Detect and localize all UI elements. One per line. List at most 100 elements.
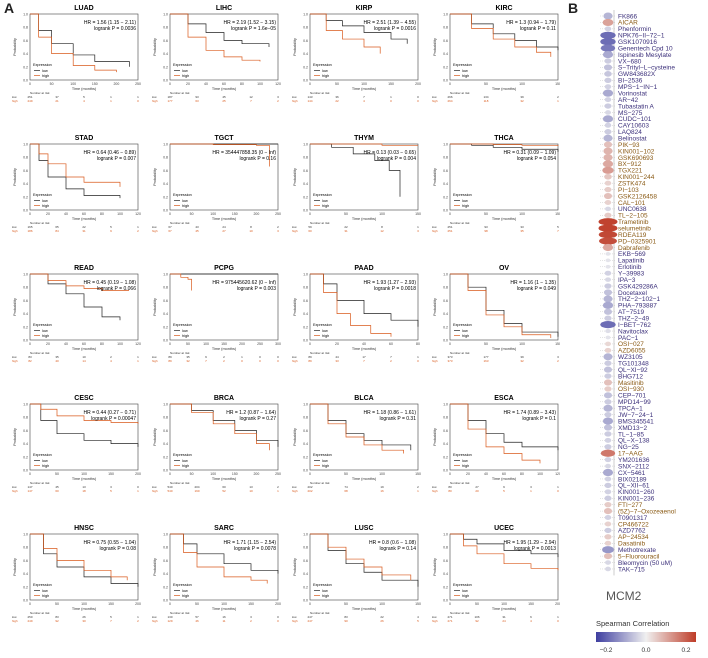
x-tick-label: 50 <box>475 602 479 606</box>
risk-table-title: Number at risk <box>450 481 470 485</box>
risk-count-high: 26 <box>380 619 384 623</box>
correlation-dot <box>600 38 616 46</box>
risk-row-label-high: high <box>292 489 298 493</box>
risk-count-low: 2 <box>417 485 419 489</box>
legend-high: high <box>42 334 49 338</box>
km-plot-thym: THYM 0.0 0.2 0.4 0.6 0.8 1.0 0 50 100 150 Probabili… <box>292 135 421 233</box>
risk-row-label-high: high <box>12 359 18 363</box>
y-axis-label: Probability <box>433 38 437 56</box>
y-tick-label: 0.6 <box>23 39 28 43</box>
drug-name: AZD7762 <box>618 528 646 535</box>
correlation-dot <box>604 489 612 495</box>
correlation-dot <box>604 129 612 135</box>
risk-count-high: 90 <box>344 619 348 623</box>
risk-count-low: 177 <box>483 355 488 359</box>
y-tick-label: 1.0 <box>163 273 168 277</box>
risk-count-high: 89 <box>168 359 172 363</box>
risk-count-high: 7 <box>250 99 252 103</box>
legend-low: low <box>42 589 48 593</box>
risk-count-high: 40 <box>55 359 59 363</box>
y-tick-label: 0.6 <box>303 169 308 173</box>
x-axis-label: Time (months) <box>492 477 517 481</box>
y-tick-label: 0.6 <box>23 429 28 433</box>
legend-title: Expression <box>453 193 472 197</box>
y-tick-label: 0.0 <box>303 599 308 603</box>
risk-count-low: 3 <box>530 485 532 489</box>
risk-count-high: 60 <box>308 229 312 233</box>
km-curve-high <box>30 533 128 581</box>
correlation-dot <box>604 534 612 540</box>
correlation-dot <box>604 386 612 392</box>
km-frame <box>169 13 279 81</box>
risk-count-high: 1 <box>557 99 559 103</box>
risk-count-low: 89 <box>168 355 172 359</box>
risk-count-low: 67 <box>168 225 172 229</box>
y-tick-label: 1.0 <box>303 13 308 17</box>
x-tick-label: 100 <box>361 82 367 86</box>
y-tick-label: 0.2 <box>303 195 308 199</box>
risk-count-high: 163 <box>483 359 488 363</box>
correlation-dot <box>603 353 613 361</box>
km-title: CESC <box>74 395 93 402</box>
y-tick-label: 0.0 <box>163 79 168 83</box>
risk-count-low: 2 <box>223 355 225 359</box>
risk-count-high: 45 <box>195 229 199 233</box>
x-tick-label: 100 <box>117 212 123 216</box>
x-tick-label: 50 <box>55 472 59 476</box>
drug-name: selumetinib <box>618 225 651 232</box>
correlation-dot <box>599 237 617 245</box>
legend-title: Expression <box>173 583 192 587</box>
km-frame <box>169 403 279 471</box>
y-tick-label: 0.4 <box>23 182 28 186</box>
correlation-dot <box>604 521 612 527</box>
km-frame <box>29 403 139 471</box>
drug-name: THZ−2−49 <box>618 316 649 323</box>
hazard-ratio: HR = 1.95 (1.29 − 2.94) <box>503 540 556 546</box>
risk-count-low: 45 <box>55 485 59 489</box>
correlation-dot <box>600 321 616 329</box>
drug-name: ZSTK474 <box>618 180 646 187</box>
risk-count-high: 60 <box>55 489 59 493</box>
risk-row-label-high: high <box>12 99 18 103</box>
correlation-dot <box>600 44 616 52</box>
x-tick-label: 60 <box>222 82 226 86</box>
logrank-p: logrank P = 0.0013 <box>514 546 556 552</box>
x-tick-label: 80 <box>100 342 104 346</box>
drug-name: BIX02189 <box>618 476 647 483</box>
x-tick-label: 0 <box>29 472 31 476</box>
x-tick-label: 40 <box>64 342 68 346</box>
drug-name: BHG712 <box>618 373 643 380</box>
y-tick-label: 1.0 <box>23 143 28 147</box>
correlation-dot <box>603 289 613 296</box>
risk-count-high: 63 <box>195 99 199 103</box>
y-tick-label: 0.6 <box>163 429 168 433</box>
km-curve-high <box>450 13 552 57</box>
risk-count-high: 67 <box>168 229 172 233</box>
y-tick-label: 0.4 <box>303 442 308 446</box>
y-tick-label: 1.0 <box>303 403 308 407</box>
risk-count-high: 82 <box>28 359 32 363</box>
logrank-p: logrank P = 0.0078 <box>234 546 276 552</box>
x-tick-label: 100 <box>537 472 543 476</box>
risk-row-label-low: low <box>152 355 157 359</box>
drug-name: 5−Fluorouracil <box>618 553 660 560</box>
legend-title: Expression <box>313 63 332 67</box>
y-tick-label: 1.0 <box>163 13 168 17</box>
risk-count-low: 266 <box>447 95 452 99</box>
risk-row-label-high: high <box>12 489 18 493</box>
logrank-p: logrank P = 0.31 <box>380 416 417 422</box>
risk-count-high: 31 <box>344 229 348 233</box>
x-tick-label: 150 <box>108 602 114 606</box>
risk-count-high: 7 <box>557 229 559 233</box>
y-tick-label: 0.2 <box>163 325 168 329</box>
y-tick-label: 0.2 <box>443 65 448 69</box>
correlation-dot <box>604 515 612 521</box>
correlation-dot <box>604 122 612 128</box>
x-tick-label: 0 <box>449 212 451 216</box>
legend-high: high <box>462 74 469 78</box>
legend-title: Expression <box>313 453 332 457</box>
risk-row-label-low: low <box>292 225 297 229</box>
x-tick-label: 0 <box>29 212 31 216</box>
